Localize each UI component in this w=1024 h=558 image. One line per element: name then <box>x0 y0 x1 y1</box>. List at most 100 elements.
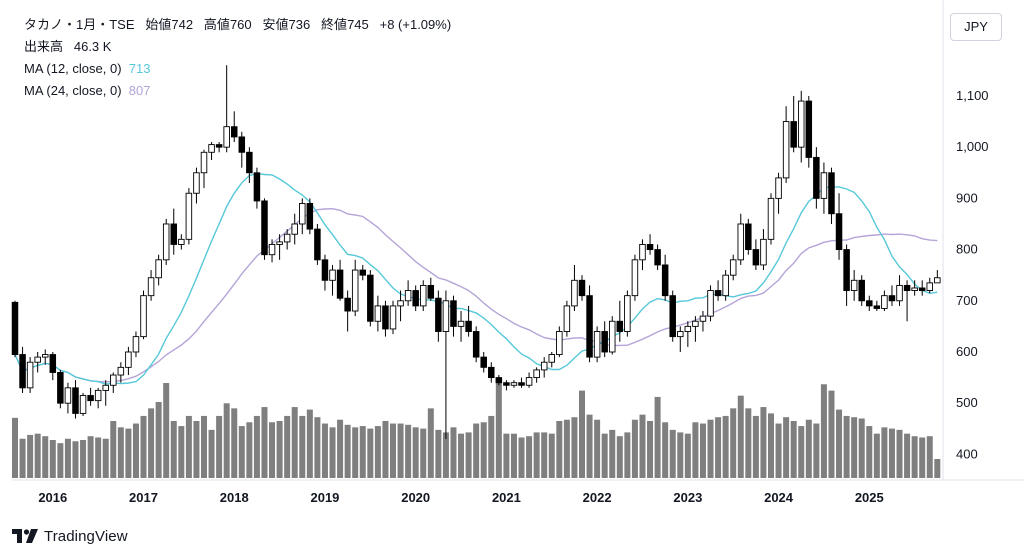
candle-body <box>918 287 926 291</box>
low-value: 736 <box>288 17 311 32</box>
candle-body <box>419 284 427 307</box>
ma24-value: 807 <box>128 83 151 98</box>
volume-bar <box>737 395 744 478</box>
volume-bar <box>163 383 170 478</box>
volume-bar <box>692 422 699 478</box>
volume-bar <box>488 415 495 478</box>
candle-body <box>306 203 314 230</box>
volume-bar <box>896 429 903 478</box>
volume-bar <box>926 436 933 478</box>
volume-bar <box>730 408 737 478</box>
candle-body <box>797 100 805 148</box>
tradingview-logo[interactable]: TradingView <box>12 526 128 546</box>
volume-bar <box>556 421 563 478</box>
volume-bar <box>866 426 873 478</box>
candle-body <box>344 297 351 312</box>
x-tick-label: 2024 <box>764 490 794 505</box>
candle-body <box>608 320 616 353</box>
volume-bar <box>458 433 465 478</box>
volume-bar <box>110 421 117 478</box>
candle-body <box>548 354 556 363</box>
open-value: 742 <box>171 17 194 32</box>
volume-bar <box>518 437 525 478</box>
volume-bar <box>450 427 457 478</box>
candle-body <box>246 151 253 174</box>
ma12-line <box>14 172 938 385</box>
x-tick-label: 2018 <box>220 490 249 505</box>
candle-body <box>238 136 246 153</box>
candle-body <box>669 295 676 338</box>
volume-bar <box>216 415 223 478</box>
volume-bar <box>790 421 797 478</box>
close-value: 745 <box>347 17 369 32</box>
candle-body <box>117 366 125 376</box>
volume-bar <box>768 413 774 478</box>
candle-body <box>208 144 215 153</box>
volume-bar <box>609 429 616 478</box>
volume-bar <box>843 415 850 478</box>
volume-bar <box>775 423 782 478</box>
candle-body <box>132 336 140 353</box>
candle-body <box>684 325 692 332</box>
high-value: 760 <box>229 17 252 32</box>
volume-bar <box>813 423 820 478</box>
brand-name: TradingView <box>44 527 128 545</box>
volume-bar <box>337 419 344 478</box>
candle-body <box>140 295 147 338</box>
candle-body <box>276 241 283 245</box>
candle-body <box>873 305 881 309</box>
volume-bar <box>276 421 283 478</box>
candle-body <box>72 387 79 414</box>
candle-body <box>563 305 571 332</box>
volume-bar <box>495 383 502 478</box>
volume-bar <box>329 427 336 478</box>
candle-body <box>87 395 94 402</box>
candle-body <box>525 377 533 386</box>
candle-body <box>442 300 450 332</box>
candle-body <box>654 249 661 266</box>
candle-body <box>586 295 593 358</box>
y-tick-label: 800 <box>956 242 978 257</box>
volume-bar <box>261 407 268 478</box>
volume-bar <box>344 424 351 478</box>
volume-value: 46.3 K <box>73 39 112 54</box>
volume-bar <box>563 419 570 478</box>
volume-bar <box>639 414 646 478</box>
close-label: 終値 <box>321 17 348 32</box>
candle-body <box>677 331 684 338</box>
candle-body <box>503 382 510 386</box>
candle-body <box>147 277 155 297</box>
candle-body <box>268 244 276 256</box>
volume-bar <box>904 433 911 478</box>
candle-body <box>19 354 26 389</box>
volume-bar <box>684 433 691 478</box>
ma12-label: MA (12, close, 0) <box>24 61 122 76</box>
volume-bar <box>677 432 684 478</box>
volume-bar <box>805 419 812 478</box>
volume-bar <box>397 423 404 478</box>
candle-body <box>110 374 117 386</box>
open-label: 始値 <box>145 17 172 32</box>
candle-body <box>200 151 208 174</box>
volume-bar <box>140 415 147 478</box>
volume-bar <box>238 426 245 478</box>
volume-bar <box>49 440 56 478</box>
currency-button[interactable]: JPY <box>950 13 1002 41</box>
volume-bar <box>798 426 805 478</box>
candle-body <box>359 269 367 276</box>
candle-body <box>639 244 646 261</box>
volume-bar <box>72 441 79 478</box>
volume-bar <box>64 438 71 478</box>
candle-body <box>472 331 480 358</box>
x-tick-label: 2019 <box>310 490 339 505</box>
volume-bar <box>888 428 895 478</box>
volume-bar <box>102 438 109 478</box>
volume-bar <box>125 428 132 478</box>
volume-bar <box>654 396 661 478</box>
candle-body <box>835 213 843 251</box>
candle-body <box>64 387 72 404</box>
candle-body <box>903 284 911 291</box>
candle-body <box>374 305 382 322</box>
candle-body <box>495 377 503 384</box>
